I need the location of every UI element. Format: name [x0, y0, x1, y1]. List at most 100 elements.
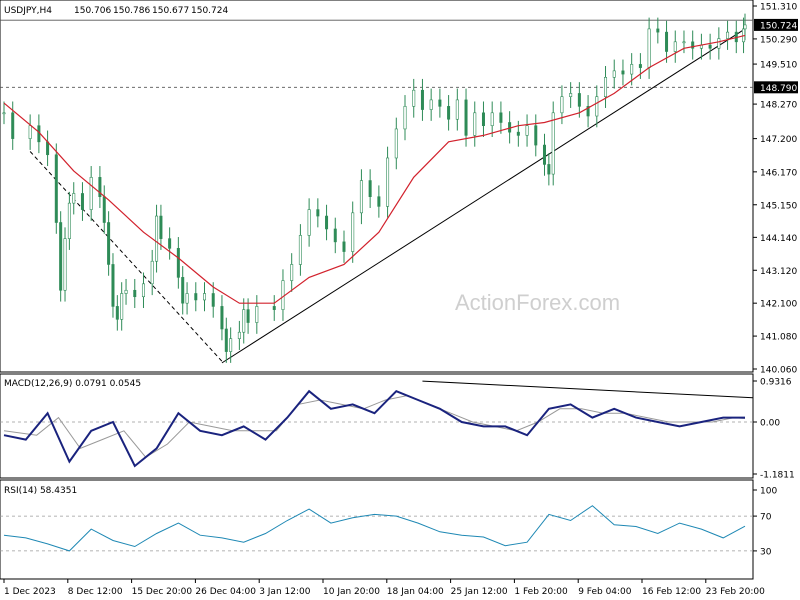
candle-body-18: [124, 289, 128, 294]
candle-body-83: [656, 28, 660, 33]
rsi-ytick-label-2: 30: [760, 547, 772, 557]
candle-body-90: [717, 38, 721, 49]
candle-body-34: [237, 331, 241, 339]
candle-body-80: [630, 64, 634, 75]
candle-body-2: [28, 125, 32, 139]
xtick-label-2: 15 Dec 20:00: [132, 587, 193, 597]
candle-body-81: [638, 64, 642, 68]
candle-body-26: [181, 277, 185, 304]
candle-body-78: [612, 70, 616, 78]
price-ytick-label-9: 142.100: [760, 300, 797, 310]
candles: [2, 13, 747, 363]
candle-body-16: [115, 306, 119, 320]
candle-body-32: [224, 328, 228, 352]
candle-body-64: [499, 112, 503, 123]
time-axis: 1 Dec 2023 8 Dec 12:00 15 Dec 20:00 26 Dec …: [3, 579, 765, 597]
xtick-label-3: 26 Dec 04:00: [195, 587, 256, 597]
candle-body-20: [141, 283, 145, 298]
candle-body-47: [351, 212, 355, 252]
candle-body-89: [708, 44, 712, 49]
candle-body-33: [229, 338, 233, 352]
candle-body-48: [359, 180, 363, 214]
candle-body-25: [176, 248, 180, 278]
xtick-label-11: 23 Feb 20:00: [706, 587, 765, 597]
macd-lines: [0, 380, 754, 468]
current-price-tag: [754, 18, 798, 31]
candle-body-42: [307, 209, 311, 236]
candle-body-19: [133, 289, 137, 298]
price-ytick-label-0: 151.310: [760, 3, 797, 13]
macd-ytick-label-0: 0.9316: [760, 378, 792, 388]
xtick-label-7: 25 Jan 12:00: [451, 587, 508, 597]
price-plot-area: [0, 0, 754, 373]
candle-body-61: [473, 112, 477, 136]
candle-body-59: [455, 99, 459, 120]
candle-body-23: [159, 215, 163, 239]
candle-body-35: [242, 309, 246, 333]
candle-body-1: [11, 112, 15, 139]
macd-y-axis: 0.9316 0.00 -1.1811: [753, 378, 795, 481]
trendlines: [29, 28, 746, 364]
candle-body-77: [604, 77, 608, 97]
xtick-label-6: 18 Jan 04:00: [387, 587, 444, 597]
candle-body-31: [220, 306, 224, 330]
rsi-y-axis: 100 70 30: [753, 487, 777, 557]
candle-body-11: [89, 177, 93, 210]
candle-body-73: [569, 93, 573, 97]
candle-body-29: [203, 293, 207, 301]
xtick-label-9: 9 Feb 04:00: [578, 587, 632, 597]
candle-body-7: [63, 238, 67, 291]
price-y-axis: 151.310 150.290 149.510 148.270 147.200 146.1…: [753, 3, 798, 376]
candle-body-38: [272, 306, 276, 310]
candle-body-14: [107, 222, 111, 265]
candle-body-68: [534, 125, 538, 146]
candle-body-79: [621, 70, 625, 75]
macd-panel: MACD(12,26,9) 0.0791 0.0545 0.9316 0.00 -1…: [0, 373, 795, 481]
macd-signal-line: [3, 395, 746, 458]
candle-body-51: [386, 157, 390, 207]
candle-body-71: [551, 112, 555, 175]
candle-body-66: [516, 131, 520, 136]
price-ytick-label-3: 148.270: [760, 101, 797, 111]
candle-body-63: [490, 112, 494, 127]
ohlc-high: 150.786: [113, 6, 150, 16]
xtick-label-5: 10 Jan 20:00: [323, 587, 380, 597]
candle-body-86: [682, 41, 686, 44]
macd-title: MACD(12,26,9) 0.0791 0.0545: [4, 379, 141, 389]
candle-body-0: [2, 112, 6, 115]
candle-body-21: [150, 260, 154, 285]
price-ytick-label-11: 140.060: [760, 366, 797, 376]
candle-body-37: [255, 306, 259, 323]
candle-body-54: [412, 89, 416, 107]
current-price-label: 150.724: [760, 21, 797, 31]
candle-body-12: [98, 177, 102, 197]
price-ytick-label-10: 141.080: [760, 333, 797, 343]
price-ytick-label-1: 150.290: [760, 35, 797, 45]
candle-body-82: [647, 28, 651, 68]
candle-body-13: [102, 196, 106, 223]
rsi-plot-area: [0, 479, 754, 580]
macd-ytick-label-1: 0.00: [760, 419, 780, 429]
candle-body-52: [394, 128, 398, 159]
xtick-label-10: 16 Feb 12:00: [642, 587, 701, 597]
candle-body-10: [80, 193, 84, 210]
candle-body-91: [726, 31, 730, 39]
candle-body-76: [595, 96, 599, 117]
candle-body-60: [464, 99, 468, 136]
price-ytick-label-7: 144.140: [760, 234, 797, 244]
candle-body-24: [168, 238, 172, 249]
candle-body-85: [673, 41, 677, 52]
candle-body-5: [54, 154, 58, 223]
macd-plot-area: [0, 373, 754, 479]
trendline-1: [29, 151, 223, 362]
xtick-label-1: 8 Dec 12:00: [68, 587, 123, 597]
xtick-label-0: 1 Dec 2023: [4, 587, 56, 597]
candle-body-87: [691, 41, 695, 49]
rsi-line: [0, 505, 753, 552]
candle-body-74: [577, 93, 581, 107]
candle-body-36: [246, 309, 250, 323]
price-levels: [0, 19, 753, 88]
candle-body-39: [281, 280, 285, 310]
candle-body-15: [111, 264, 115, 307]
moving-average-line: [3, 34, 746, 304]
